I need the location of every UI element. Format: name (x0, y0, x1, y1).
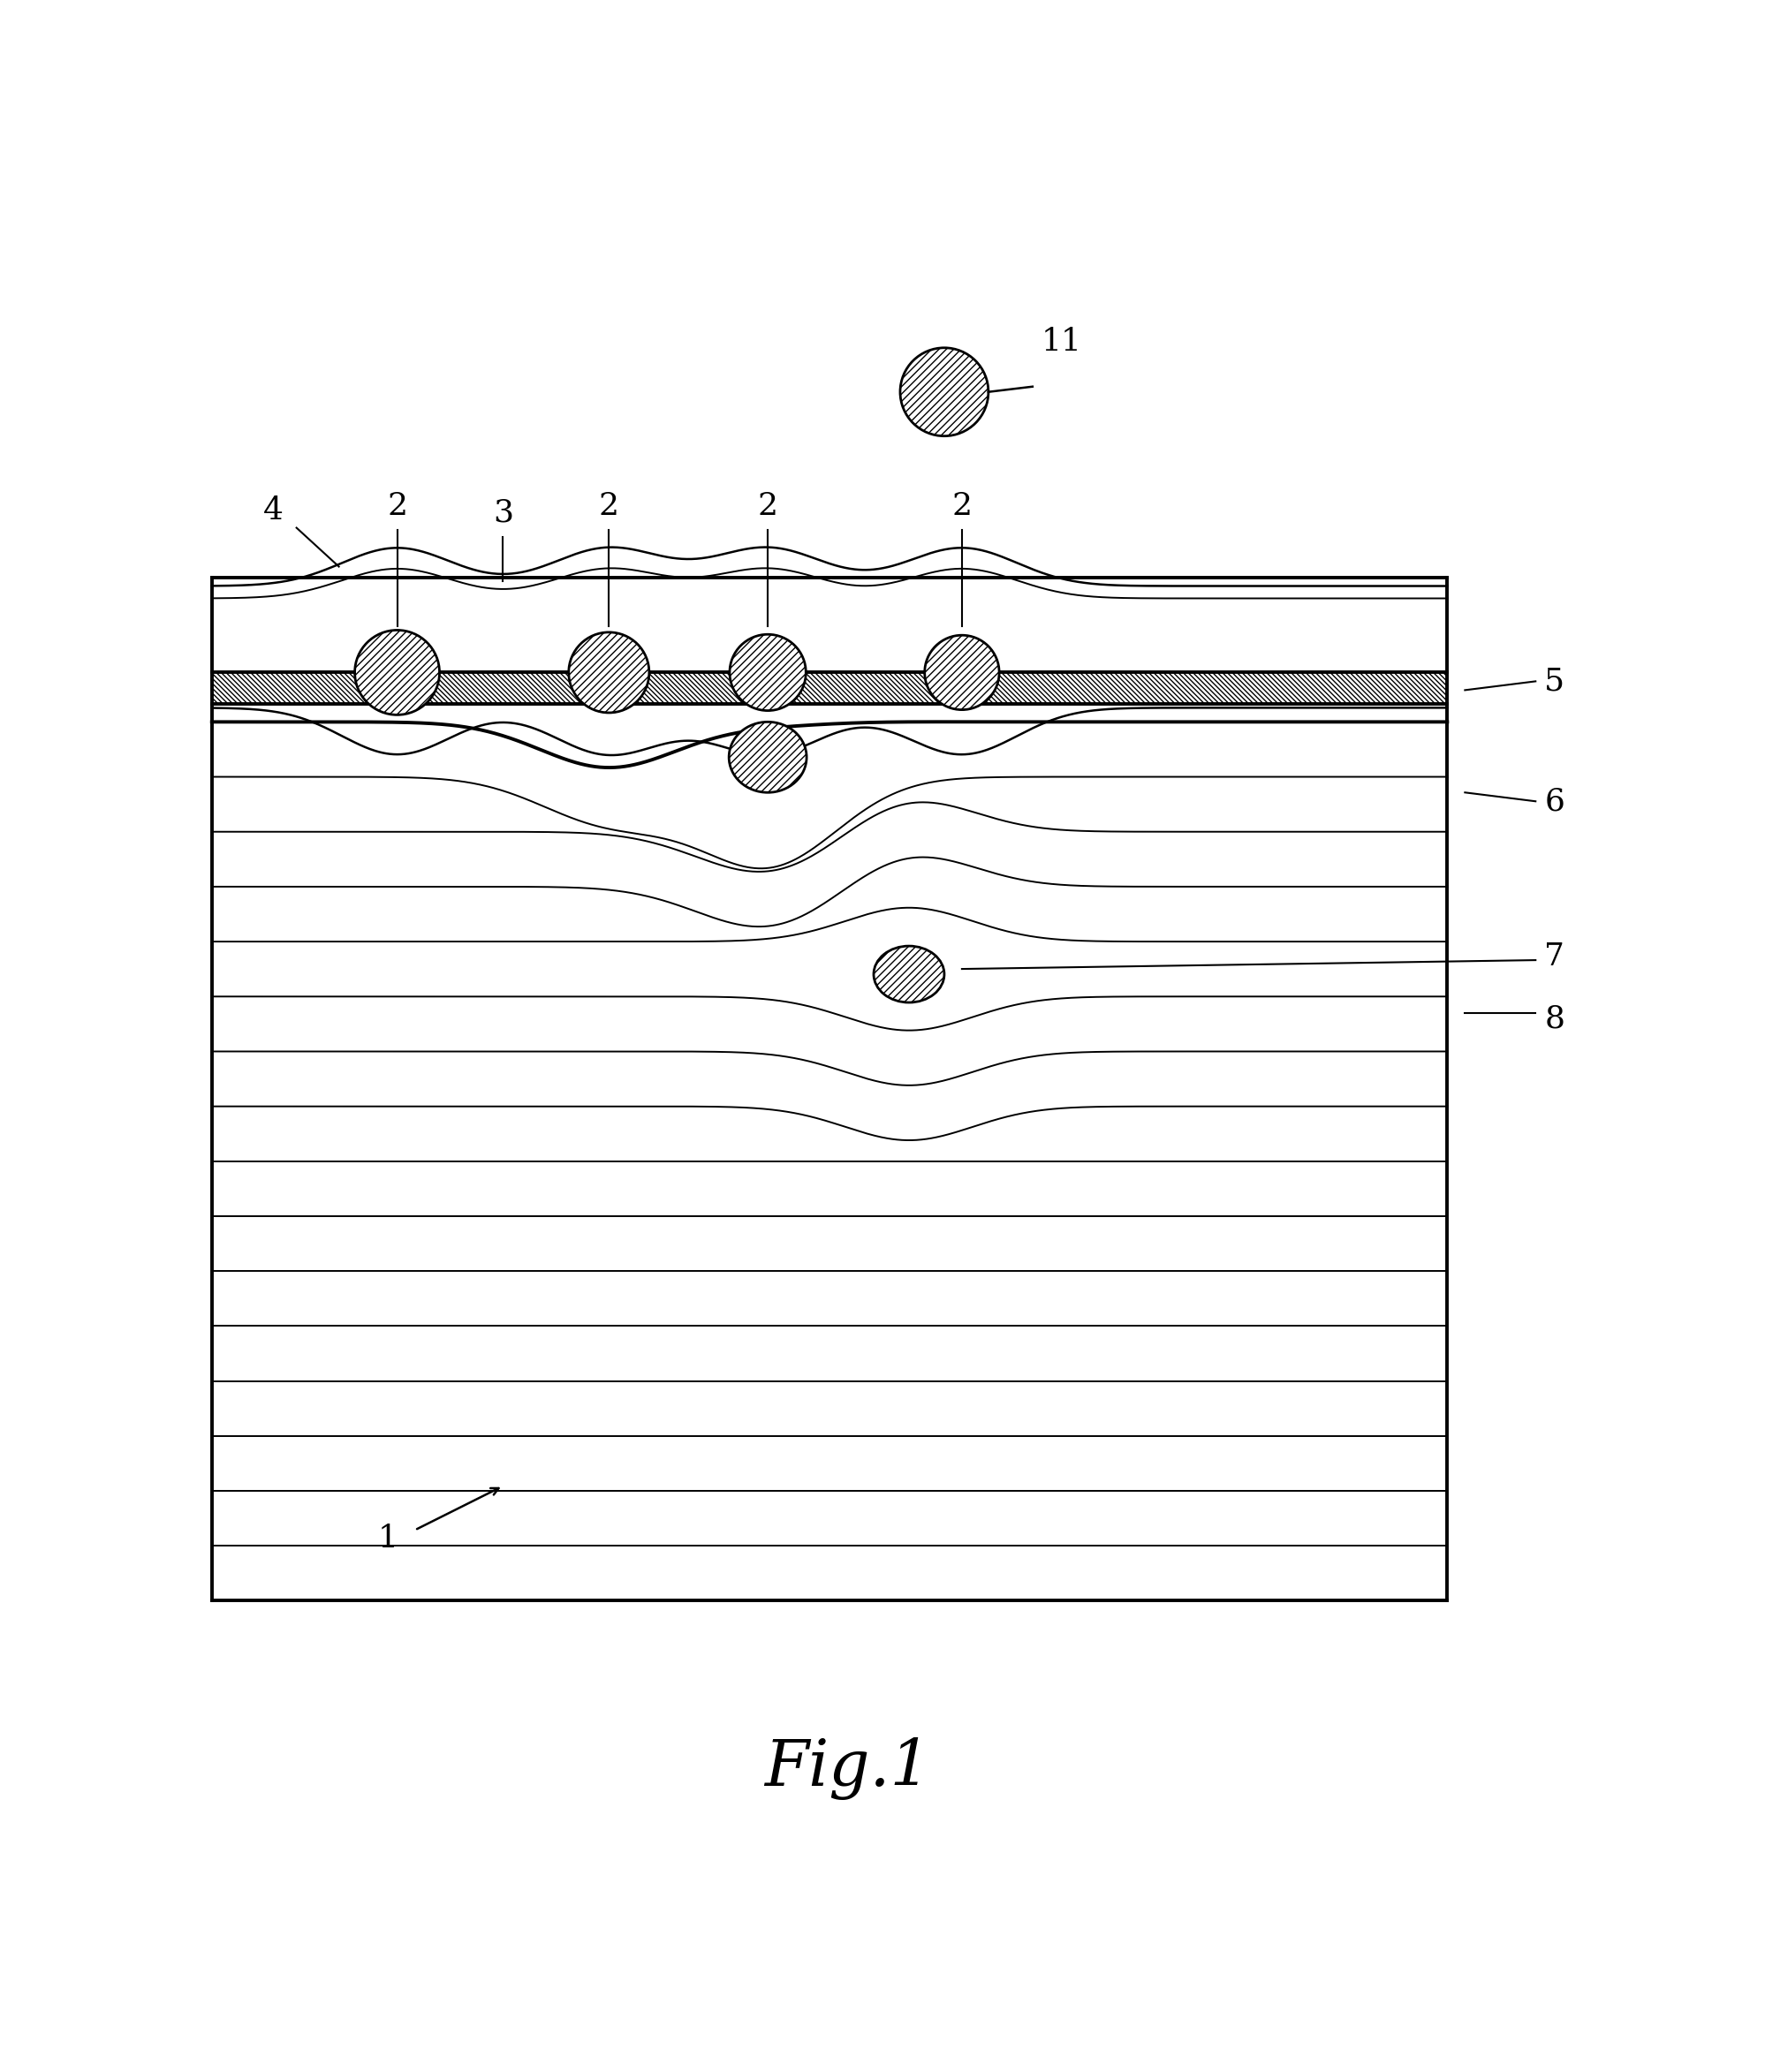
Text: 11: 11 (1041, 327, 1082, 356)
Text: 5: 5 (1544, 667, 1566, 696)
Text: Fig.1: Fig.1 (764, 1736, 930, 1801)
Text: 7: 7 (1544, 941, 1564, 972)
Bar (212, 673, 1447, 704)
Ellipse shape (874, 947, 944, 1003)
Text: 2: 2 (951, 491, 973, 520)
Text: 3: 3 (492, 497, 514, 528)
Text: 6: 6 (1544, 785, 1564, 816)
Ellipse shape (900, 348, 988, 435)
Text: 4: 4 (263, 495, 284, 524)
Ellipse shape (355, 630, 439, 715)
Text: 8: 8 (1544, 1003, 1566, 1034)
Text: 2: 2 (598, 491, 620, 520)
Text: 1: 1 (378, 1523, 399, 1554)
Text: 2: 2 (387, 491, 408, 520)
Ellipse shape (925, 636, 999, 711)
Ellipse shape (568, 632, 650, 713)
Ellipse shape (729, 721, 807, 792)
Text: 2: 2 (757, 491, 778, 520)
Ellipse shape (729, 634, 807, 711)
